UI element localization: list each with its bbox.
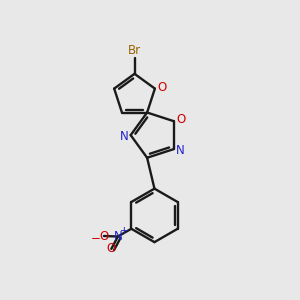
Text: O: O [176,113,185,126]
Text: O: O [107,242,116,255]
Text: N: N [176,144,185,157]
Text: −: − [91,232,100,245]
Text: O: O [99,230,109,242]
Text: Br: Br [128,44,141,56]
Text: N: N [113,230,122,243]
Text: +: + [120,226,129,236]
Text: O: O [157,81,166,94]
Text: N: N [119,130,128,143]
